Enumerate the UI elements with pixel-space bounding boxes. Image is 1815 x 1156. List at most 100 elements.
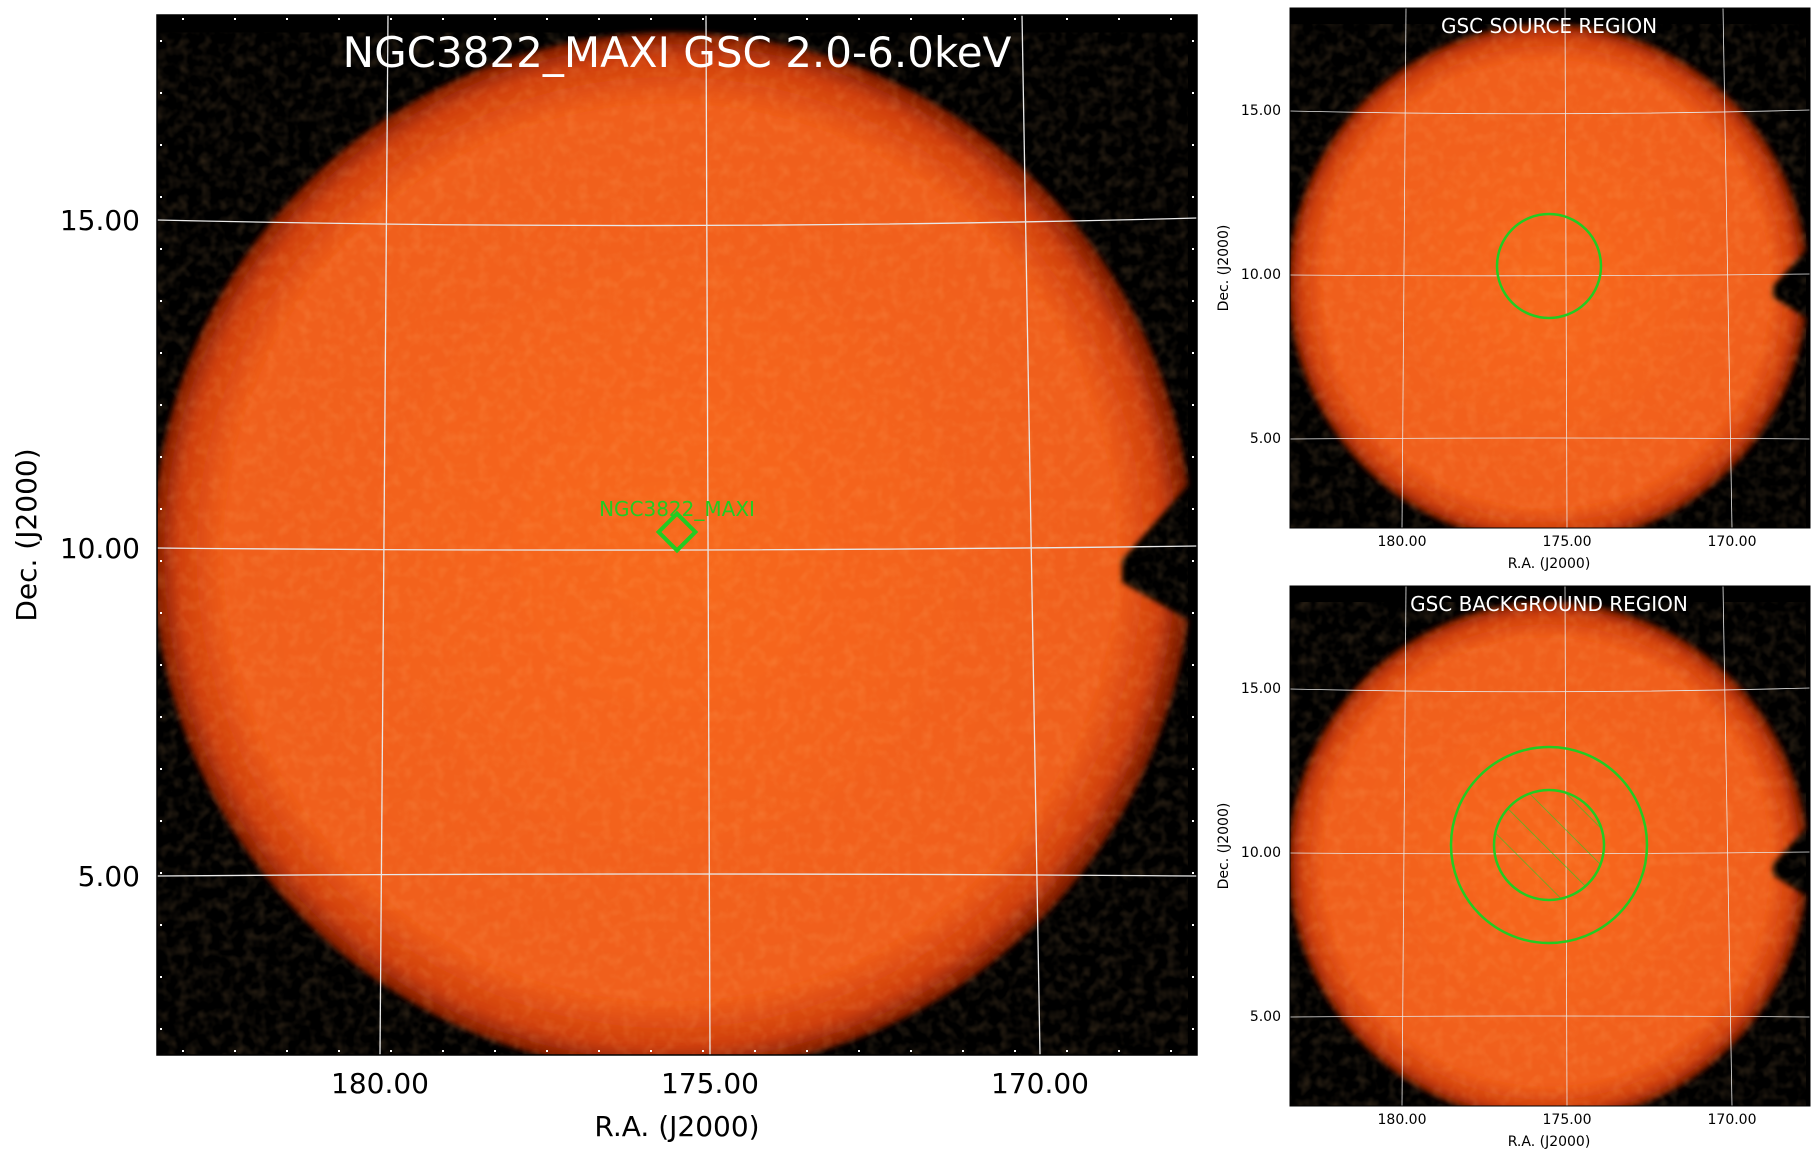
frame-tick [1192, 872, 1194, 874]
frame-tick [442, 1050, 444, 1052]
background-sky-map [1290, 586, 1810, 1106]
source-x-axis-label: R.A. (J2000) [1508, 556, 1591, 572]
main-title: NGC3822_MAXI GSC 2.0-6.0keV [343, 28, 1012, 77]
frame-tick [160, 144, 162, 146]
background-y-tick: 10.00 [1241, 845, 1281, 861]
frame-tick [1014, 18, 1016, 20]
frame-tick [546, 1050, 548, 1052]
frame-tick [1192, 976, 1194, 978]
source-y-axis-label: Dec. (J2000) [1216, 225, 1232, 312]
frame-tick [1192, 1028, 1194, 1030]
frame-tick [160, 300, 162, 302]
main-coordinate-grid [157, 15, 1197, 1055]
frame-tick [754, 1050, 756, 1052]
frame-tick [160, 612, 162, 614]
source-coordinate-grid [1290, 8, 1810, 528]
frame-tick [160, 924, 162, 926]
main-frame-ticks [160, 18, 1194, 1052]
frame-tick [234, 1050, 236, 1052]
frame-tick [1066, 1050, 1068, 1052]
source-label: NGC3822_MAXI [599, 497, 755, 521]
background-coordinate-grid [1290, 586, 1810, 1106]
frame-tick [338, 18, 340, 20]
main-x-axis-label: R.A. (J2000) [594, 1110, 759, 1143]
frame-tick [160, 248, 162, 250]
frame-tick [962, 18, 964, 20]
frame-tick [910, 1050, 912, 1052]
frame-tick [1192, 716, 1194, 718]
background-panel-title: GSC BACKGROUND REGION [1410, 592, 1688, 616]
frame-tick [598, 1050, 600, 1052]
frame-tick [160, 352, 162, 354]
frame-tick [494, 1050, 496, 1052]
frame-tick [1014, 1050, 1016, 1052]
frame-tick [160, 820, 162, 822]
frame-tick [1192, 768, 1194, 770]
main-x-tick: 170.00 [991, 1067, 1089, 1100]
frame-tick [182, 18, 184, 20]
frame-tick [962, 1050, 964, 1052]
frame-tick [1192, 40, 1194, 42]
frame-tick [1192, 456, 1194, 458]
frame-tick [1192, 612, 1194, 614]
frame-tick [160, 716, 162, 718]
main-y-axis-label: Dec. (J2000) [10, 448, 43, 621]
frame-tick [858, 1050, 860, 1052]
frame-tick [160, 1028, 162, 1030]
excluded-source-circle [1492, 788, 1606, 902]
frame-tick [160, 976, 162, 978]
background-y-axis-label: Dec. (J2000) [1216, 803, 1232, 890]
frame-tick [286, 18, 288, 20]
frame-tick [160, 768, 162, 770]
frame-tick [806, 18, 808, 20]
frame-tick [754, 18, 756, 20]
frame-tick [1192, 560, 1194, 562]
main-y-tick: 15.00 [60, 204, 140, 237]
frame-tick [546, 18, 548, 20]
frame-tick [1170, 18, 1172, 20]
frame-tick [1192, 248, 1194, 250]
frame-tick [160, 196, 162, 198]
frame-tick [702, 1050, 704, 1052]
frame-tick [160, 456, 162, 458]
frame-tick [160, 40, 162, 42]
source-disk-texture [1290, 24, 1806, 528]
frame-tick [160, 508, 162, 510]
frame-tick [1192, 352, 1194, 354]
frame-tick [1192, 924, 1194, 926]
main-x-tick: 175.00 [661, 1067, 759, 1100]
frame-tick [1192, 300, 1194, 302]
frame-tick [160, 664, 162, 666]
frame-tick [1192, 820, 1194, 822]
frame-tick [390, 18, 392, 20]
background-panel: GSC BACKGROUND REGION 15.00 10.00 5.00 1… [1216, 585, 1811, 1150]
source-marker [655, 510, 699, 554]
frame-tick [1192, 404, 1194, 406]
frame-tick [338, 1050, 340, 1052]
frame-tick [160, 404, 162, 406]
frame-tick [286, 1050, 288, 1052]
background-x-tick: 175.00 [1543, 1112, 1592, 1128]
frame-tick [182, 1050, 184, 1052]
frame-tick [806, 1050, 808, 1052]
frame-tick [1192, 508, 1194, 510]
source-panel: GSC SOURCE REGION 15.00 10.00 5.00 180.0… [1216, 7, 1811, 572]
frame-tick [1066, 18, 1068, 20]
frame-tick [160, 92, 162, 94]
background-y-tick: 5.00 [1250, 1009, 1281, 1025]
background-outer-circle [1449, 745, 1649, 945]
frame-tick [650, 1050, 652, 1052]
frame-tick [1118, 18, 1120, 20]
source-x-tick: 175.00 [1543, 534, 1592, 550]
main-y-tick: 5.00 [78, 860, 140, 893]
background-y-tick: 15.00 [1241, 681, 1281, 697]
frame-tick [650, 18, 652, 20]
source-region-circle [1495, 212, 1603, 320]
main-sky-map: NGC3822_MAXI [157, 15, 1197, 1055]
frame-tick [442, 18, 444, 20]
source-x-tick: 170.00 [1708, 534, 1757, 550]
frame-tick [1192, 144, 1194, 146]
main-y-tick: 10.00 [60, 532, 140, 565]
frame-tick [1192, 92, 1194, 94]
